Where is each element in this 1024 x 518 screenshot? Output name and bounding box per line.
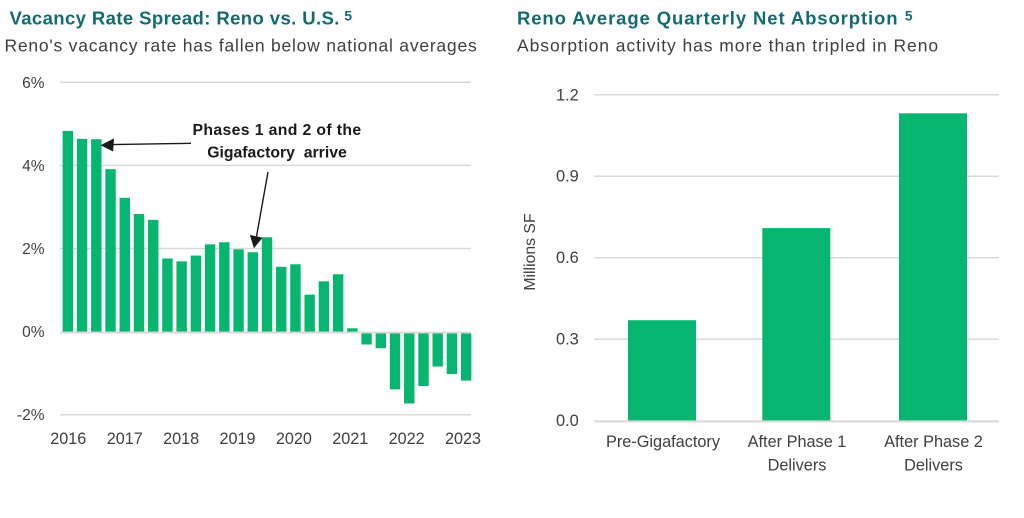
svg-text:2017: 2017 [107,430,143,448]
svg-text:Delivers: Delivers [768,457,827,475]
svg-text:2016: 2016 [50,430,86,448]
svg-text:Reno's vacancy rate has fallen: Reno's vacancy rate has fallen below nat… [5,36,478,56]
svg-text:0%: 0% [22,324,45,341]
svg-text:Absorption activity has more t: Absorption activity has more than triple… [517,36,939,56]
svg-text:Vacancy Rate Spread: Reno vs.: Vacancy Rate Spread: Reno vs. U.S. 5 [10,8,353,29]
svg-text:Pre-Gigafactory: Pre-Gigafactory [606,433,721,451]
svg-text:After Phase 1: After Phase 1 [748,433,847,451]
svg-text:Delivers: Delivers [904,457,963,475]
svg-text:2022: 2022 [389,430,425,448]
svg-text:2023: 2023 [445,430,481,448]
svg-text:2021: 2021 [332,430,368,448]
svg-text:6%: 6% [22,75,45,92]
svg-text:Gigafactory arrive: Gigafactory arrive [207,145,347,162]
svg-text:2020: 2020 [276,430,312,448]
svg-text:2019: 2019 [219,430,255,448]
svg-text:0.3: 0.3 [556,331,579,349]
svg-text:0.0: 0.0 [556,412,579,430]
svg-text:4%: 4% [22,158,45,175]
svg-text:Phases 1 and 2 of the: Phases 1 and 2 of the [192,122,361,139]
svg-text:-2%: -2% [17,407,45,424]
svg-text:After Phase 2: After Phase 2 [884,433,983,451]
svg-text:2018: 2018 [163,430,199,448]
svg-text:Millions SF: Millions SF [522,213,539,291]
svg-text:0.9: 0.9 [556,168,579,186]
svg-text:0.6: 0.6 [556,249,579,267]
svg-text:1.2: 1.2 [556,86,579,104]
svg-text:Reno Average Quarterly Net Abs: Reno Average Quarterly Net Absorption 5 [517,8,914,29]
svg-text:2%: 2% [22,241,45,258]
